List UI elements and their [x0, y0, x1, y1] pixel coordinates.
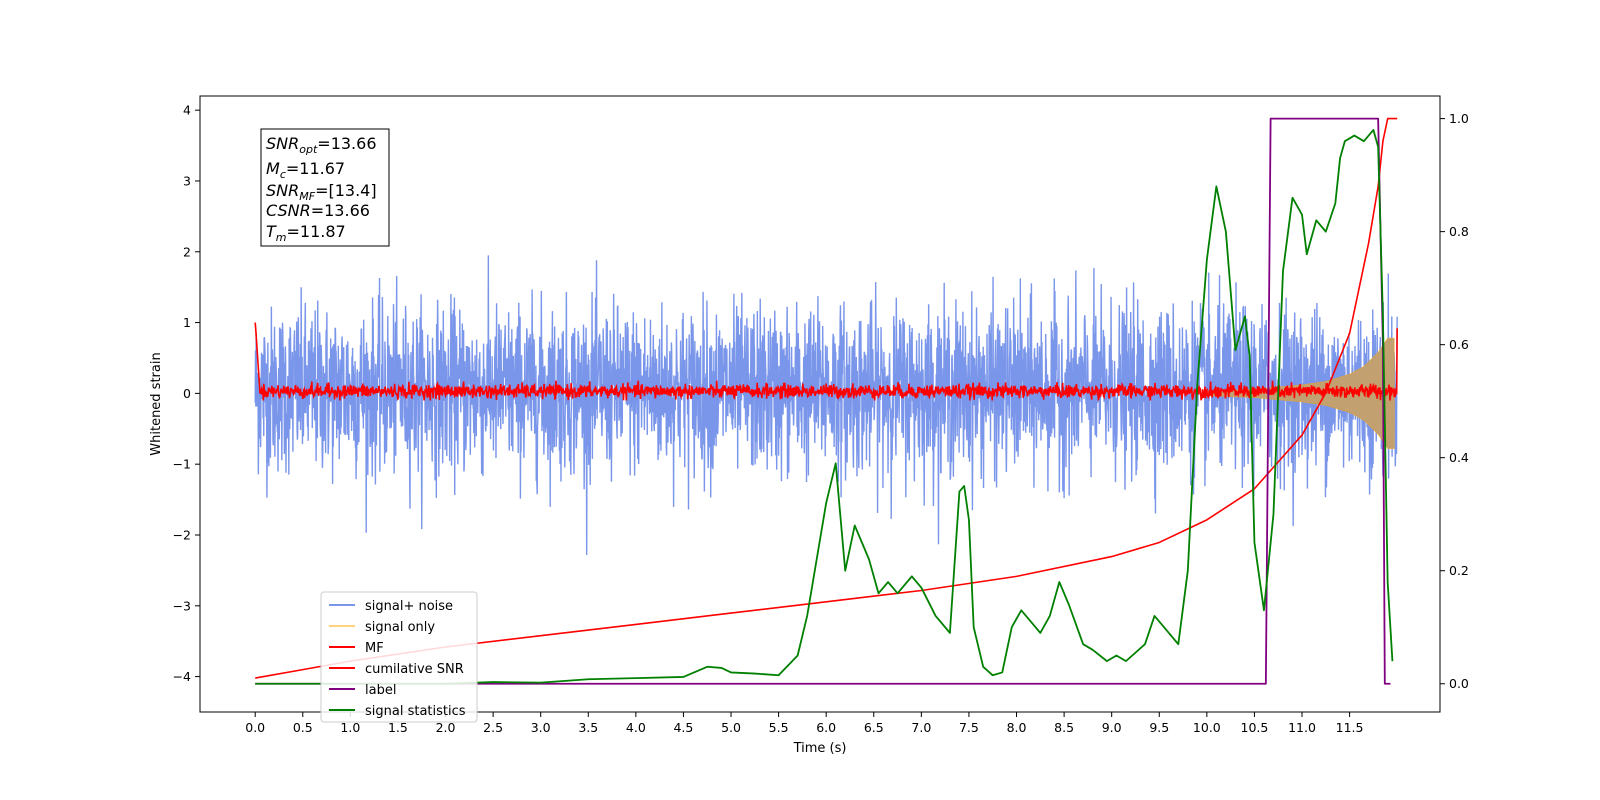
x-tick-label: 0.0	[245, 720, 265, 735]
x-tick-label: 6.5	[864, 720, 884, 735]
x-tick-label: 2.5	[483, 720, 503, 735]
info-box: SNRopt=13.66 Mc=11.67 SNRMF=[13.4] CSNR=…	[260, 128, 390, 247]
x-tick-label: 3.0	[531, 720, 551, 735]
series-layer	[254, 117, 1398, 685]
y-tick-label: 3	[183, 173, 191, 188]
x-tick-label: 1.0	[340, 720, 360, 735]
series-signal-statistics	[255, 129, 1394, 685]
y-axis-ticks: −4 −3 −2 −1 0 1 2 3 4	[173, 103, 200, 684]
series-label	[255, 117, 1391, 685]
info-tm: Tm=11.87	[266, 222, 346, 244]
y-tick-label: 2	[183, 244, 191, 259]
legend-label-cumulative-snr: cumilative SNR	[365, 662, 464, 677]
plot-area-frame	[199, 95, 1441, 713]
x-tick-label: 9.5	[1149, 720, 1169, 735]
info-mc: Mc=11.67	[266, 159, 345, 181]
x-tick-label: 6.0	[816, 720, 836, 735]
x-tick-label: 4.5	[673, 720, 693, 735]
x-tick-label: 2.0	[436, 720, 456, 735]
legend-label-signal-statistics: signal statistics	[365, 704, 466, 719]
x-tick-label: 8.5	[1054, 720, 1074, 735]
x-tick-label: 7.5	[959, 720, 979, 735]
info-box-frame	[260, 128, 390, 247]
info-snr-mf: SNRMF=[13.4]	[266, 181, 377, 203]
x-tick-label: 3.5	[578, 720, 598, 735]
y-tick-label: 0	[183, 386, 191, 401]
y2-axis-ticks: 0.0 0.2 0.4 0.6 0.8 1.0	[1440, 111, 1469, 691]
legend-frame	[320, 591, 478, 723]
legend-label-signal-noise: signal+ noise	[365, 599, 453, 614]
x-axis-ticks: 0.0 0.5 1.0 1.5 2.0 2.5 3.0 3.5 4.0 4.5 5.0 5.5 6.0 6…	[245, 712, 1364, 735]
x-tick-label: 9.0	[1102, 720, 1122, 735]
x-tick-label: 4.0	[626, 720, 646, 735]
y2-tick-label: 0.8	[1449, 224, 1469, 239]
x-tick-label: 11.0	[1288, 720, 1316, 735]
y-tick-label: −1	[173, 457, 191, 472]
x-tick-label: 5.5	[769, 720, 789, 735]
x-tick-label: 5.0	[721, 720, 741, 735]
x-tick-label: 8.0	[1007, 720, 1027, 735]
y2-tick-label: 0.4	[1449, 450, 1469, 465]
x-tick-label: 10.5	[1241, 720, 1269, 735]
series-cumulative-snr	[255, 117, 1398, 679]
x-tick-label: 11.5	[1336, 720, 1364, 735]
y-axis-label: Whitened strain	[149, 352, 164, 455]
x-tick-label: 1.5	[388, 720, 408, 735]
x-tick-label: 10.0	[1193, 720, 1221, 735]
y2-tick-label: 1.0	[1449, 111, 1469, 126]
y-tick-label: −3	[173, 598, 191, 613]
y2-tick-label: 0.6	[1449, 337, 1469, 352]
x-axis-label: Time (s)	[793, 741, 847, 756]
series-signal-noise	[254, 255, 1398, 555]
legend-label-label: label	[365, 683, 396, 698]
x-tick-label: 0.5	[293, 720, 313, 735]
series-mf	[254, 322, 1398, 401]
legend: signal+ noise signal only MF cumilative …	[320, 591, 478, 723]
y-tick-label: −2	[173, 527, 191, 542]
y-tick-label: −4	[173, 669, 191, 684]
x-tick-label: 7.0	[911, 720, 931, 735]
y-tick-label: 1	[183, 315, 191, 330]
legend-label-mf: MF	[365, 641, 384, 656]
y2-tick-label: 0.0	[1449, 676, 1469, 691]
legend-label-signal-only: signal only	[365, 620, 435, 635]
y-tick-label: 4	[183, 103, 191, 118]
info-snr-opt: SNRopt=13.66	[266, 134, 377, 156]
info-csnr: CSNR=13.66	[266, 201, 370, 220]
y2-tick-label: 0.2	[1449, 563, 1469, 578]
